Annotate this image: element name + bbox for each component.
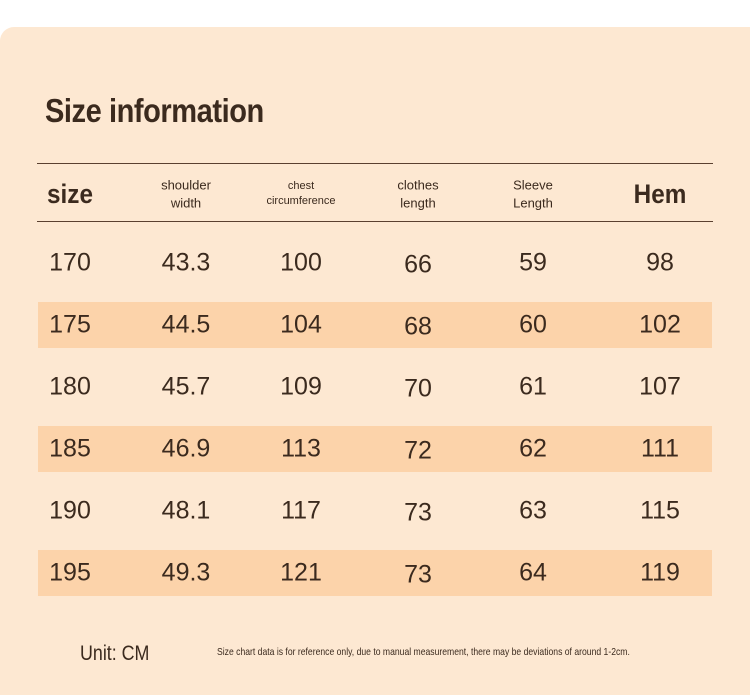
cell: 61: [519, 372, 547, 401]
row-stripe: [38, 550, 712, 596]
cell: 117: [281, 496, 321, 525]
cell: 66: [404, 250, 432, 279]
cell: 63: [519, 496, 547, 525]
rule: [37, 221, 713, 222]
column-header: clothes length: [397, 176, 438, 211]
cell: 73: [404, 498, 432, 527]
cell: 46.9: [161, 434, 211, 463]
cell: 98: [646, 248, 674, 277]
cell: 48.1: [161, 496, 211, 525]
cell: 121: [280, 558, 322, 587]
cell: 104: [280, 310, 322, 339]
cell: 107: [639, 372, 681, 401]
row-stripe: [38, 302, 712, 348]
cell: 113: [281, 434, 321, 463]
column-header: Sleeve Length: [513, 176, 553, 211]
cell: 62: [519, 434, 547, 463]
header-line: Hem: [633, 178, 687, 209]
cell: 111: [640, 434, 680, 463]
rule: [37, 163, 713, 164]
cell: 49.3: [161, 558, 211, 587]
cell: 73: [404, 560, 432, 589]
header-line: width: [170, 195, 202, 210]
cell: 170: [49, 248, 91, 277]
header-line: length: [400, 195, 436, 210]
header-line: clothes: [397, 177, 439, 193]
header-line: Length: [513, 195, 553, 210]
header-line: Sleeve: [513, 177, 553, 193]
column-header: chest circumference: [266, 179, 335, 209]
cell: 60: [519, 310, 547, 339]
cell: 45.7: [161, 372, 211, 401]
cell: 175: [49, 310, 91, 339]
cell: 64: [519, 558, 547, 587]
column-header: shoulder width: [161, 176, 211, 211]
column-header: size: [47, 176, 93, 212]
cell: 70: [404, 374, 432, 403]
cell: 185: [49, 434, 91, 463]
header-line: shoulder: [161, 177, 211, 193]
cell: 119: [640, 558, 680, 587]
cell: 59: [519, 248, 547, 277]
cell: 44.5: [161, 310, 211, 339]
row-stripe: [38, 426, 712, 472]
cell: 72: [404, 436, 432, 465]
title: Size information: [45, 92, 264, 129]
cell: 180: [49, 372, 91, 401]
column-header: Hem: [634, 176, 687, 212]
header-line: chest: [287, 180, 315, 193]
cell: 190: [49, 496, 91, 525]
cell: 68: [404, 312, 432, 341]
cell: 195: [49, 558, 91, 587]
header-line: circumference: [266, 195, 336, 207]
cell: 102: [639, 310, 681, 339]
cell: 43.3: [161, 248, 211, 277]
cell: 115: [640, 496, 680, 525]
header-line: size: [47, 178, 93, 209]
unit: Unit: CM: [80, 642, 150, 665]
cell: 109: [280, 372, 322, 401]
cell: 100: [280, 248, 322, 277]
note: Size chart data is for reference only, d…: [217, 646, 630, 658]
